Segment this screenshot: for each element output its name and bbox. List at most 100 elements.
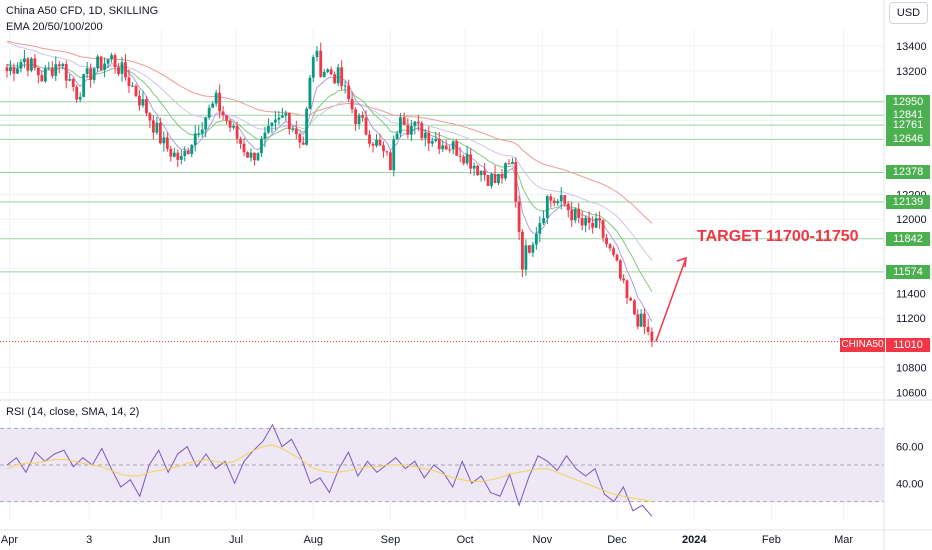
- candle-body: [490, 174, 493, 186]
- candle-body: [315, 50, 319, 57]
- time-tick-label: 2024: [682, 534, 707, 546]
- candle-body: [172, 152, 176, 157]
- candle-body: [493, 174, 497, 184]
- candle-body: [612, 248, 615, 255]
- target-annotation: TARGET 11700-11750: [697, 228, 859, 245]
- candle-body: [134, 85, 138, 97]
- candle-body: [284, 113, 288, 116]
- candle-body: [573, 209, 577, 221]
- support-resistance-levels: [0, 101, 884, 343]
- price-tick-label: 13400: [896, 41, 927, 53]
- candle-body: [479, 170, 483, 176]
- currency-button[interactable]: USD: [889, 2, 928, 24]
- candle-body: [179, 156, 183, 160]
- candle-body: [89, 68, 93, 80]
- candle-body: [190, 145, 194, 154]
- candle-body: [399, 117, 402, 134]
- time-tick-label: Feb: [762, 534, 781, 546]
- candle-body: [127, 77, 131, 87]
- candle-body: [406, 124, 410, 135]
- candle-body: [298, 134, 302, 143]
- candle-body: [591, 222, 595, 228]
- candle-body: [441, 145, 445, 150]
- symbol-tag: CHINA50: [840, 338, 885, 352]
- rsi-tick-label: 40.00: [896, 478, 924, 490]
- candle-body: [103, 63, 106, 70]
- candle-body: [138, 96, 141, 106]
- candle-body: [85, 68, 89, 75]
- candle-body: [92, 68, 96, 80]
- candle-body: [504, 163, 507, 179]
- candle-body: [333, 74, 337, 84]
- level-tag: 11574: [886, 264, 930, 279]
- candle-body: [141, 99, 145, 106]
- time-tick-label: Aug: [303, 534, 323, 546]
- rsi-indicator-label[interactable]: RSI (14, close, SMA, 14, 2): [6, 406, 140, 418]
- candle-body: [622, 278, 626, 281]
- candle-body: [448, 149, 452, 151]
- level-tag: 12761: [886, 118, 930, 133]
- candle-body: [423, 132, 427, 139]
- arrow-head: [676, 256, 687, 268]
- candle-body: [158, 122, 162, 144]
- candle-body: [437, 138, 441, 150]
- candle-body: [416, 121, 420, 123]
- candle-body: [594, 218, 598, 228]
- candle-body: [364, 117, 368, 135]
- candle-body: [472, 165, 476, 169]
- time-tick-label: Jul: [229, 534, 243, 546]
- candle-body: [636, 314, 640, 327]
- level-tag: 11842: [886, 231, 930, 246]
- candle-body: [9, 67, 12, 72]
- candle-body: [357, 115, 361, 125]
- candle-body: [145, 99, 148, 114]
- candle-body: [78, 96, 82, 100]
- candle-body: [514, 162, 518, 202]
- candle-body: [61, 64, 65, 67]
- candle-body: [277, 117, 281, 120]
- candle-body: [361, 115, 364, 118]
- candle-body: [552, 200, 556, 204]
- candle-body: [566, 203, 570, 211]
- candle-body: [322, 71, 326, 77]
- candle-body: [294, 129, 298, 135]
- price-tick-label: 10800: [896, 363, 927, 375]
- level-tag: 12378: [886, 165, 930, 180]
- candle-body: [267, 125, 270, 133]
- level-tag: 12950: [886, 94, 930, 109]
- candle-body: [462, 156, 466, 164]
- candle-body: [204, 117, 208, 130]
- ema-50-line: [6, 64, 653, 292]
- candle-body: [162, 137, 166, 144]
- candle-body: [517, 201, 521, 232]
- ema-indicator-label[interactable]: EMA 20/50/100/200: [6, 21, 103, 33]
- candle-body: [113, 55, 117, 68]
- candle-body: [40, 75, 44, 82]
- candle-body: [570, 210, 574, 221]
- candle-body: [343, 85, 347, 87]
- candle-body: [385, 151, 389, 153]
- time-tick-label: 3: [86, 534, 92, 546]
- candle-body: [615, 254, 619, 261]
- candle-body: [402, 117, 406, 125]
- candle-body: [531, 244, 535, 253]
- candle-body: [225, 115, 228, 121]
- candle-body: [99, 56, 103, 70]
- candle-body: [336, 67, 340, 84]
- candle-body: [507, 163, 511, 165]
- candle-body: [235, 126, 239, 139]
- candle-body: [350, 99, 354, 110]
- candle-body: [169, 148, 173, 157]
- candle-body: [587, 217, 591, 223]
- candle-body: [131, 85, 134, 87]
- rsi-tick-label: 60.00: [896, 442, 924, 454]
- candle-body: [511, 162, 514, 165]
- rsi-pane: [0, 399, 932, 517]
- candle-body: [382, 145, 385, 152]
- candle-body: [176, 152, 180, 160]
- candle-body: [444, 145, 448, 150]
- candle-body: [319, 50, 323, 77]
- candle-body: [340, 67, 344, 86]
- candle-body: [211, 103, 215, 108]
